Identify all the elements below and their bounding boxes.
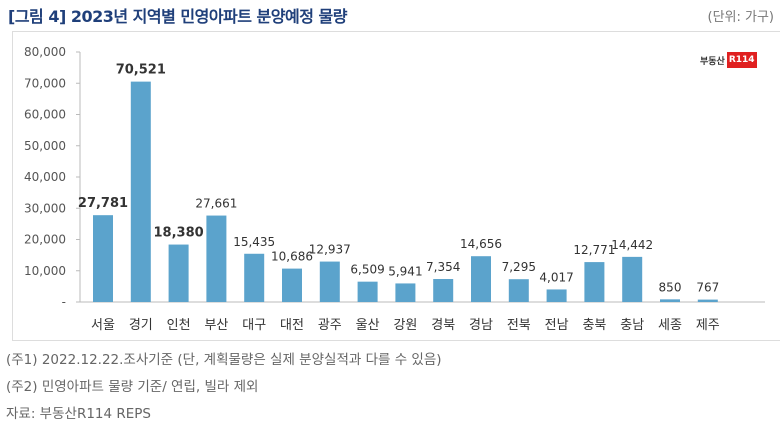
x-tick-label: 울산 xyxy=(356,318,380,333)
note-2: (주2) 민영아파트 물량 기준/ 연립, 빌라 제외 xyxy=(6,379,259,395)
x-tick-label: 충남 xyxy=(620,318,644,333)
x-tick-label: 경북 xyxy=(431,318,455,333)
chart-title: [그림 4] 2023년 지역별 민영아파트 분양예정 물량 xyxy=(8,7,347,26)
y-tick-label: 40,000 xyxy=(24,170,66,184)
data-label: 7,295 xyxy=(502,260,536,274)
x-tick-label: 세종 xyxy=(658,318,682,333)
bar xyxy=(395,283,416,302)
bar xyxy=(130,81,151,302)
x-tick-label: 충북 xyxy=(582,318,606,333)
x-tick-label: 강원 xyxy=(393,318,417,333)
y-tick-label: 70,000 xyxy=(24,76,66,90)
x-tick-label: 대전 xyxy=(280,318,304,333)
y-tick-label: 80,000 xyxy=(24,45,66,59)
y-tick-label: 10,000 xyxy=(24,264,66,278)
data-label: 15,435 xyxy=(233,235,275,249)
r114-logo: 부동산 R114 xyxy=(700,52,757,68)
bar xyxy=(622,256,643,302)
unit-label: (단위: 가구) xyxy=(707,10,775,25)
logo-text: 부동산 xyxy=(700,56,725,67)
data-label: 18,380 xyxy=(154,226,204,241)
data-label: 14,442 xyxy=(611,238,653,252)
x-tick-label: 전북 xyxy=(507,318,531,333)
data-label: 5,941 xyxy=(388,264,422,278)
logo-badge: R114 xyxy=(726,52,757,68)
x-tick-label: 인천 xyxy=(167,318,191,333)
data-label: 27,661 xyxy=(195,197,237,211)
x-tick-label: 경남 xyxy=(469,318,493,333)
y-tick-label: 60,000 xyxy=(24,108,66,122)
bar xyxy=(282,268,302,302)
bar xyxy=(244,253,265,302)
bar xyxy=(433,279,454,302)
y-tick-label: 50,000 xyxy=(24,139,66,153)
y-tick-label: 20,000 xyxy=(24,233,66,247)
x-tick-label: 제주 xyxy=(696,318,720,333)
data-label: 14,656 xyxy=(460,237,502,251)
data-label: 6,509 xyxy=(350,263,384,277)
bar xyxy=(471,256,491,302)
x-tick-label: 대구 xyxy=(242,318,266,333)
data-label: 7,354 xyxy=(426,260,460,274)
y-tick-label: 30,000 xyxy=(24,201,66,215)
bar xyxy=(584,262,605,302)
data-label: 850 xyxy=(659,280,682,294)
bar xyxy=(660,299,680,302)
x-tick-label: 전남 xyxy=(545,318,569,333)
bar xyxy=(168,244,189,302)
bar xyxy=(93,215,113,302)
y-tick-label: - xyxy=(62,295,66,309)
x-tick-label: 서울 xyxy=(91,318,115,333)
bar xyxy=(319,261,340,302)
data-label: 4,017 xyxy=(539,270,573,284)
source-note: 자료: 부동산R114 REPS xyxy=(6,406,151,422)
data-label: 12,937 xyxy=(309,243,351,257)
data-label: 27,781 xyxy=(78,196,128,211)
x-tick-label: 경기 xyxy=(129,318,153,333)
data-label: 12,771 xyxy=(573,243,615,257)
chart-frame xyxy=(12,31,780,341)
bar xyxy=(546,289,567,302)
bar xyxy=(508,279,529,302)
data-label: 767 xyxy=(696,281,719,295)
x-tick-label: 광주 xyxy=(318,318,342,333)
note-1: (주1) 2022.12.22.조사기준 (단, 계획물량은 실제 분양실적과 … xyxy=(6,352,442,368)
data-label: 70,521 xyxy=(116,63,166,78)
data-label: 10,686 xyxy=(271,250,313,264)
bar xyxy=(206,215,227,302)
bar xyxy=(697,299,718,302)
x-tick-label: 부산 xyxy=(204,318,228,333)
bar xyxy=(357,281,378,302)
